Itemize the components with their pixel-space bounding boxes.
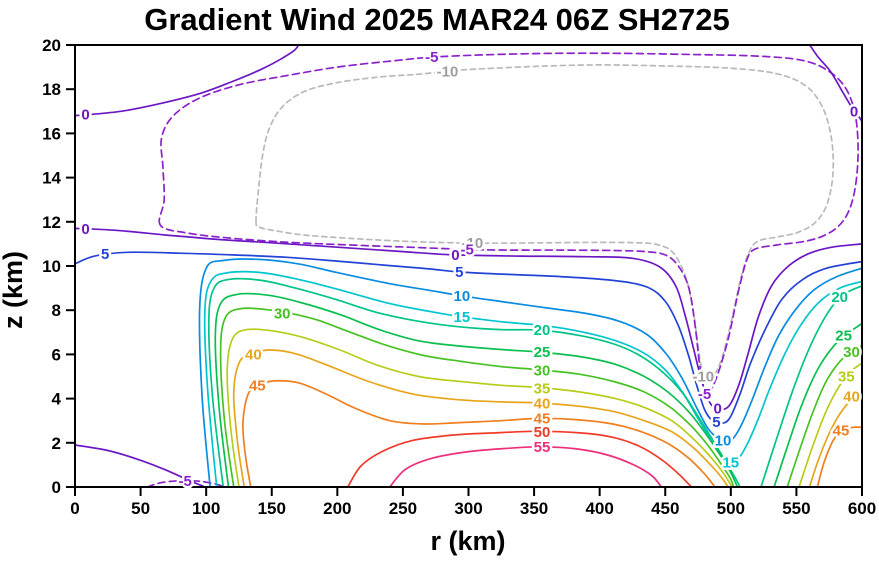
axis-ticks xyxy=(66,44,863,496)
contour-label: 35 xyxy=(838,369,855,386)
y-tick-label: 18 xyxy=(42,80,61,99)
contour-label: 30 xyxy=(274,306,291,323)
contour-label: -5 xyxy=(425,49,438,66)
contour-label: 40 xyxy=(245,346,262,363)
contour-label: 0 xyxy=(81,221,89,238)
y-tick-label: 8 xyxy=(52,301,61,320)
contour-label: -10 xyxy=(437,64,459,81)
contour-label: -5 xyxy=(698,386,711,403)
contour-label: -5 xyxy=(461,241,474,258)
x-tick-label: 600 xyxy=(848,499,876,518)
y-tick-label: 6 xyxy=(52,345,61,364)
contour-label: 30 xyxy=(843,344,860,361)
contour-label: -10 xyxy=(462,235,484,252)
contour-label: 0 xyxy=(850,103,858,120)
y-tick-label: 10 xyxy=(42,257,61,276)
x-tick-label: 300 xyxy=(454,499,482,518)
contour-label: 50 xyxy=(534,424,551,441)
x-tick-label: 200 xyxy=(323,499,351,518)
contour-label: 0 xyxy=(451,247,459,264)
contour-label: 5 xyxy=(455,264,463,281)
x-tick-label: 50 xyxy=(131,499,150,518)
x-tick-label: 550 xyxy=(782,499,810,518)
x-tick-label: 0 xyxy=(70,499,79,518)
y-tick-label: 14 xyxy=(42,169,61,188)
chart-title: Gradient Wind 2025 MAR24 06Z SH2725 xyxy=(144,2,730,37)
contour-label: 10 xyxy=(715,433,732,450)
x-tick-label: 400 xyxy=(585,499,613,518)
contour-label: -5 xyxy=(179,473,192,490)
x-axis-label: r (km) xyxy=(430,526,505,556)
contour-label: 45 xyxy=(833,423,850,440)
contour-label: 45 xyxy=(249,377,266,394)
contour-lines xyxy=(75,45,862,487)
x-tick-label: 500 xyxy=(717,499,745,518)
contour-label: 15 xyxy=(454,309,471,326)
x-tick-label: 150 xyxy=(258,499,286,518)
y-tick-label: 20 xyxy=(42,36,61,55)
x-tick-label: 250 xyxy=(389,499,417,518)
contour-label: 0 xyxy=(714,401,722,418)
contour-label: -10 xyxy=(692,369,714,386)
y-tick-label: 12 xyxy=(42,213,61,232)
contour-labels: -10-10-10-5-5-5-50 0000555101015152020252… xyxy=(79,47,863,493)
contour-label: 0 xyxy=(81,107,89,124)
contour-label: 40 xyxy=(534,396,551,413)
contour-label: 30 xyxy=(534,363,551,380)
contour-label: 25 xyxy=(835,328,852,345)
y-tick-label: 16 xyxy=(42,124,61,143)
contour-label: 40 xyxy=(843,388,860,405)
y-tick-label: 2 xyxy=(52,434,61,453)
y-tick-label: 0 xyxy=(52,478,61,497)
contour-label: 20 xyxy=(831,289,848,306)
contour-label: 25 xyxy=(534,344,551,361)
contour-label: 20 xyxy=(534,322,551,339)
y-tick-label: 4 xyxy=(52,390,62,409)
contour-label: 45 xyxy=(534,411,551,428)
contour-label: 35 xyxy=(534,381,551,398)
contour-label: 15 xyxy=(722,455,739,472)
tick-labels: 0 50 100 150 200 250 300 350 400 450 500 550 6000246… xyxy=(42,36,876,518)
x-tick-label: 350 xyxy=(520,499,548,518)
contour-label: 5 xyxy=(712,414,720,431)
contour-label: 55 xyxy=(534,439,551,456)
y-axis-label: z (km) xyxy=(0,251,28,329)
x-tick-label: 100 xyxy=(192,499,220,518)
contour-label: 10 xyxy=(454,288,471,305)
contour-label: 5 xyxy=(101,246,109,263)
x-tick-label: 450 xyxy=(651,499,679,518)
